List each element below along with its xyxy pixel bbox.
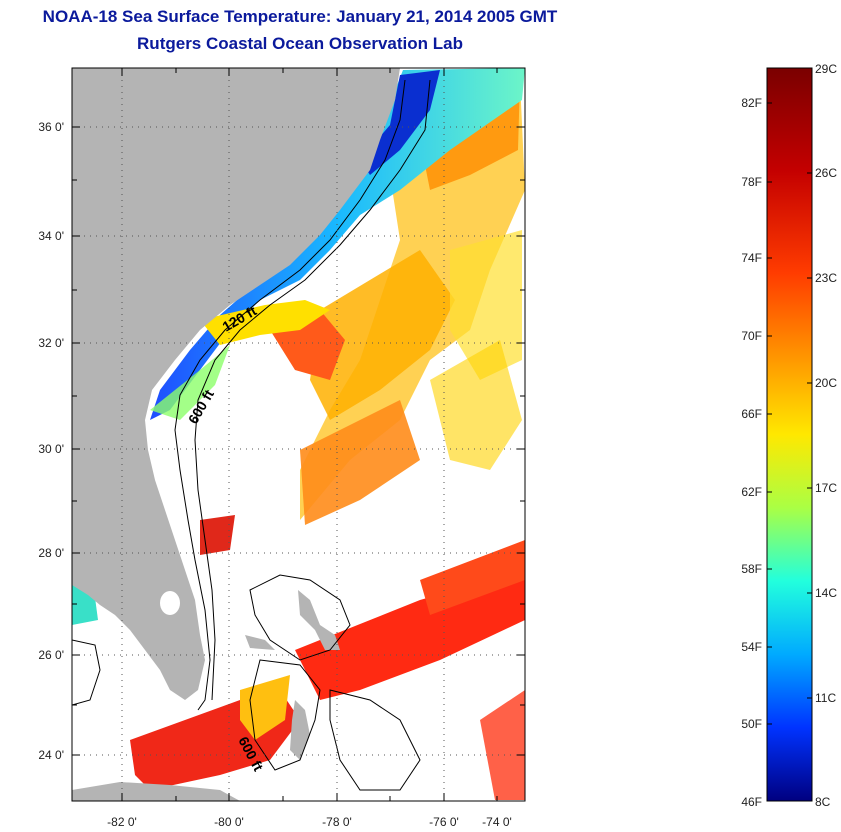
colorbar-c-label: 26C [815,166,837,180]
lat-label: 32 0' [38,336,64,350]
bathymetry-contours [72,79,431,791]
lon-label: -78 0' [322,815,352,829]
colorbar-ticks [767,102,812,725]
colorbar-f-label: 46F [741,795,762,809]
colorbar-f-label: 74F [741,251,762,265]
graticule [72,68,525,801]
colorbar-c-label: 17C [815,481,837,495]
lon-label: -82 0' [107,815,137,829]
colorbar-c-label: 14C [815,586,837,600]
colorbar-f-label: 70F [741,329,762,343]
land-cuba [72,782,240,801]
map-subtitle: Rutgers Coastal Ocean Observation Lab [137,34,463,53]
lon-label: -76 0' [429,815,459,829]
latitude-labels: 36 0' 34 0' 32 0' 30 0' 28 0' 26 0' 24 0… [38,120,64,762]
colorbar-f-label: 50F [741,717,762,731]
land-mainland [72,68,400,700]
colorbar [766,67,813,802]
colorbar-f-label: 66F [741,407,762,421]
colorbar-c-label: 8C [815,795,831,809]
lat-label: 36 0' [38,120,64,134]
colorbar-c-label: 29C [815,62,837,76]
map-frame [71,67,526,802]
colorbar-celsius-labels: 29C 26C 23C 20C 17C 14C 11C 8C [815,62,837,809]
lon-label: -74 0' [482,815,512,829]
colorbar-c-label: 20C [815,376,837,390]
lat-label: 24 0' [38,748,64,762]
colorbar-fahrenheit-labels: 82F 78F 74F 70F 66F 62F 58F 54F 50F 46F [741,96,762,809]
colorbar-c-label: 23C [815,271,837,285]
map-area: 120 ft 600 ft 600 ft [72,68,525,801]
colorbar-c-label: 11C [815,691,836,705]
lat-label: 28 0' [38,546,64,560]
lake-okeechobee [160,591,180,615]
lon-label: -80 0' [214,815,244,829]
colorbar-f-label: 54F [741,640,762,654]
longitude-labels: -82 0' -80 0' -78 0' -76 0' -74 0' [107,815,512,829]
colorbar-f-label: 82F [741,96,762,110]
map-title: NOAA-18 Sea Surface Temperature: January… [42,7,558,26]
colorbar-f-label: 62F [741,485,762,499]
frame-ticks [72,68,525,801]
lat-label: 30 0' [38,442,64,456]
lat-label: 26 0' [38,648,64,662]
colorbar-f-label: 78F [741,175,762,189]
land-bahamas [245,590,340,760]
colorbar-f-label: 58F [741,562,762,576]
lat-label: 34 0' [38,229,64,243]
